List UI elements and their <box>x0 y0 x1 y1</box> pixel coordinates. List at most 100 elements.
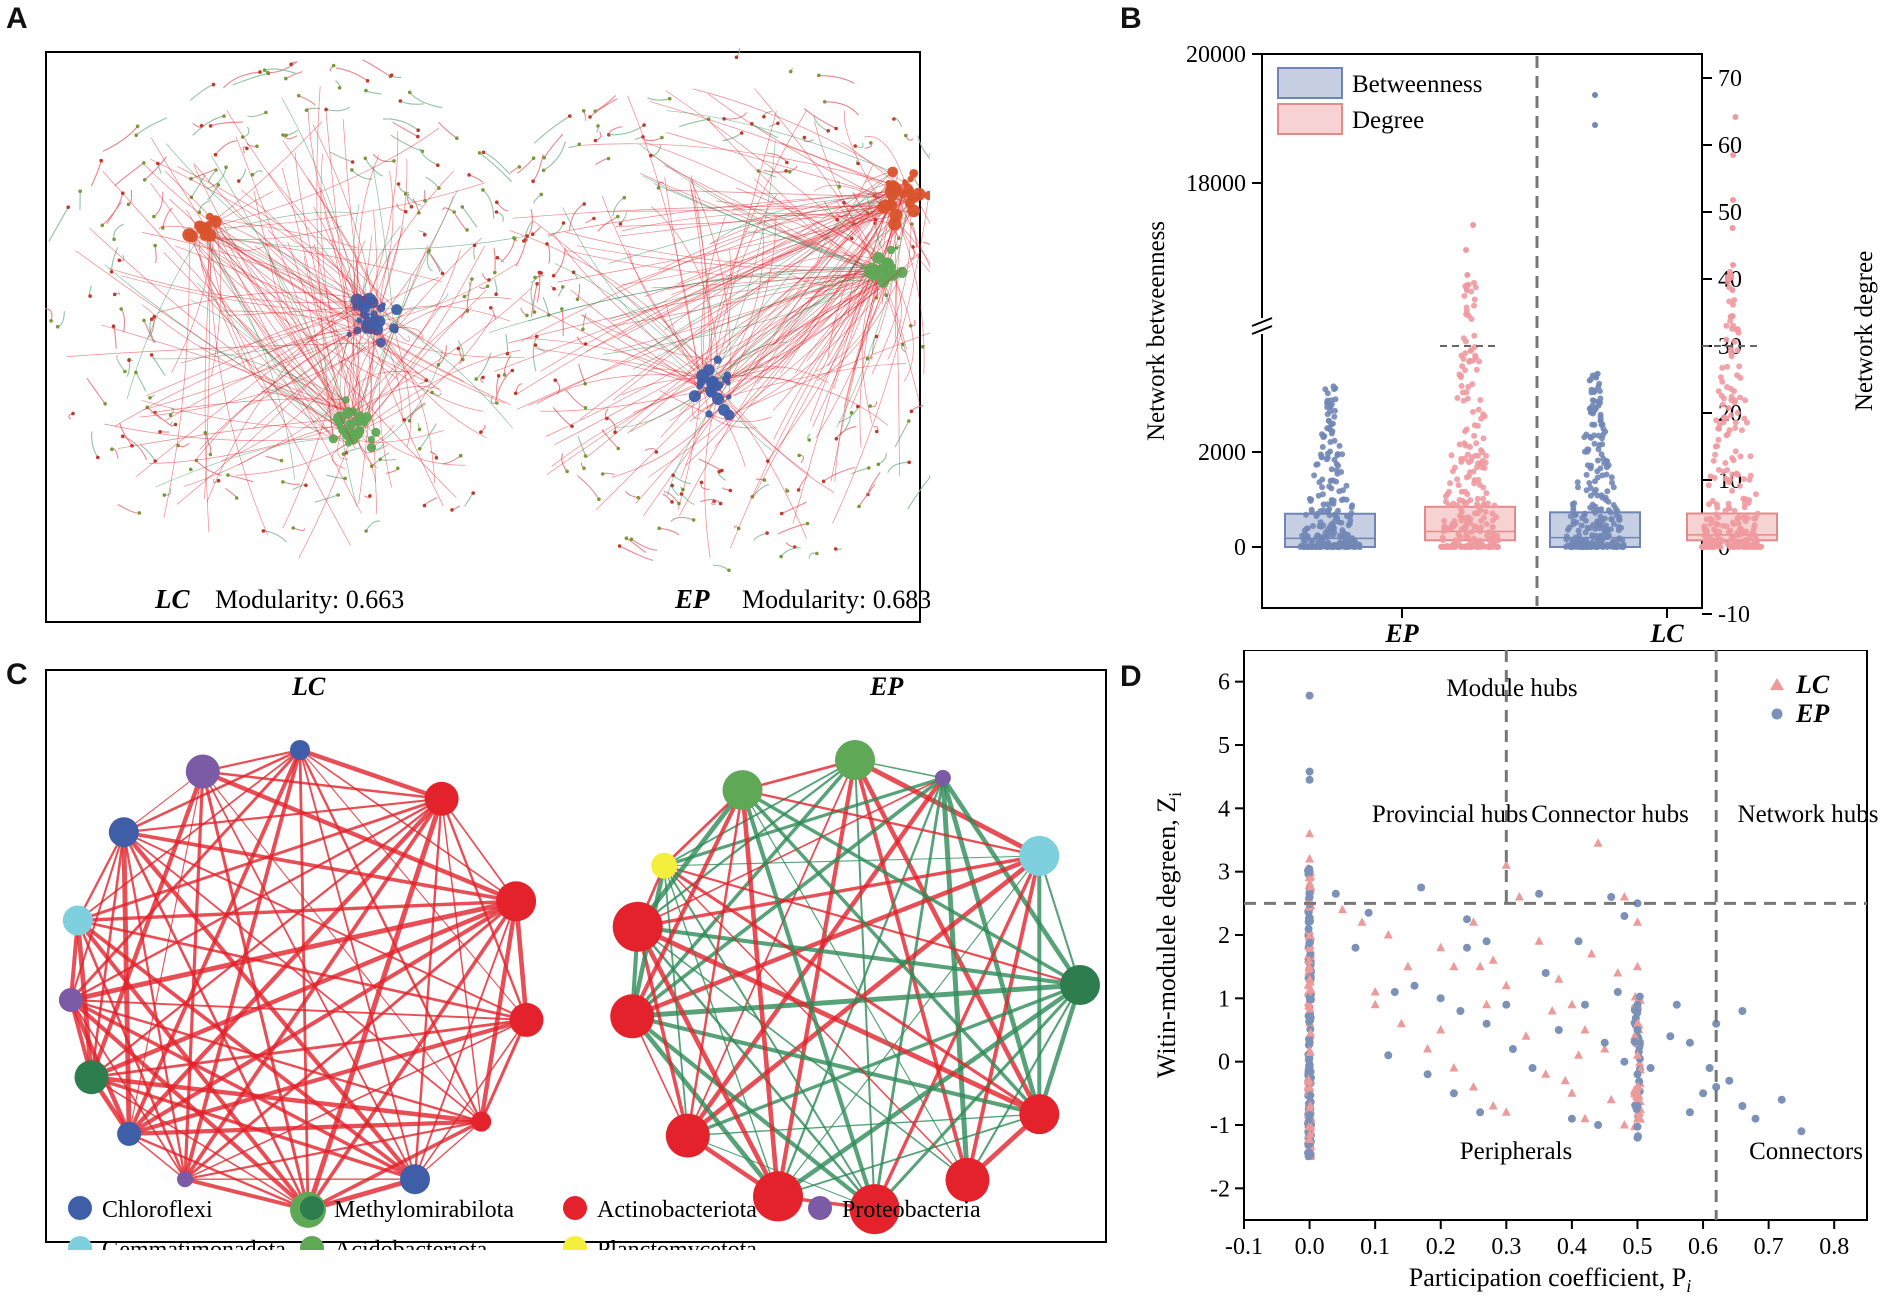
network-node <box>568 114 572 118</box>
network-edge <box>530 281 536 313</box>
network-node <box>593 138 598 143</box>
network-edge <box>365 90 382 95</box>
network-node <box>149 317 154 322</box>
lc-point <box>1501 860 1511 869</box>
network-edge <box>666 132 910 204</box>
network-node <box>455 136 459 140</box>
betweenness-point <box>1601 528 1608 535</box>
network-node <box>103 402 107 406</box>
network-edge <box>215 218 425 342</box>
lc-point <box>1619 892 1629 901</box>
network-edge <box>287 241 334 439</box>
betweenness-point <box>1598 506 1605 513</box>
degree-point <box>1491 543 1497 550</box>
ep-point <box>1594 1121 1603 1129</box>
legend-degree-swatch <box>1277 103 1343 135</box>
network-node <box>78 189 82 193</box>
degree-point <box>1720 395 1727 402</box>
network-edge <box>530 283 538 318</box>
network-node <box>336 493 340 497</box>
panel-c: C LC EP Chloroflexi Methylomirabilota Acti… <box>0 650 1110 1250</box>
network-node <box>588 115 592 119</box>
outlier-point <box>1730 197 1737 203</box>
network-edge <box>457 348 462 365</box>
degree-point <box>1713 417 1720 424</box>
betweenness-point <box>1582 529 1589 536</box>
network-edge <box>512 205 884 219</box>
axis-break-mark <box>1251 325 1273 335</box>
network-node <box>762 114 766 119</box>
degree-point <box>1725 275 1732 282</box>
network-node <box>296 93 301 98</box>
degree-point <box>1463 543 1470 550</box>
legend-swatch <box>68 1196 92 1220</box>
betweenness-point <box>1324 390 1331 397</box>
right-tick-label: 60 <box>1718 133 1742 159</box>
degree-point <box>1463 426 1470 433</box>
network-edge <box>150 398 346 414</box>
phylum-edge <box>202 771 416 1180</box>
network-edge <box>379 458 397 461</box>
network-edge <box>442 455 461 465</box>
network-edge <box>603 274 892 355</box>
network-edge <box>203 236 296 480</box>
x-tick-label: 0.1 <box>1360 1234 1390 1260</box>
hub-node <box>713 355 722 364</box>
betweenness-point <box>1586 480 1593 486</box>
network-edge <box>570 289 719 400</box>
phylum-node <box>835 740 875 780</box>
lc-point <box>1305 828 1315 838</box>
phylum-edge <box>630 1014 780 1198</box>
degree-point <box>1733 531 1740 538</box>
network-edge <box>685 181 905 466</box>
network-node <box>226 473 230 477</box>
network-node <box>479 430 483 434</box>
network-edge <box>268 173 397 310</box>
network-edge <box>601 358 709 390</box>
network-edge <box>751 123 779 139</box>
network-node <box>537 270 542 275</box>
network-edge <box>664 165 871 273</box>
degree-point <box>1456 497 1463 503</box>
network-node <box>551 273 556 278</box>
betweenness-point <box>1324 425 1331 432</box>
network-node <box>389 73 394 77</box>
degree-point <box>1724 467 1731 473</box>
hub-node <box>924 190 930 201</box>
network-node <box>119 307 123 311</box>
network-node <box>857 504 861 509</box>
network-node <box>797 453 801 458</box>
network-edge <box>150 182 353 437</box>
ep-point <box>1305 893 1314 901</box>
phylum-node <box>117 1121 142 1146</box>
network-node <box>396 466 400 471</box>
lc-point <box>1305 1047 1315 1057</box>
phylum-edge <box>89 770 205 1078</box>
degree-point <box>1449 520 1456 527</box>
network-edge <box>126 359 131 377</box>
betweenness-point <box>1348 510 1355 517</box>
panel-b: B 20000 18000 2000 0 Network betweenness… <box>1120 0 1901 650</box>
x-tick-label: 0.4 <box>1557 1234 1587 1260</box>
lc-point <box>1449 961 1459 971</box>
phylum-edge <box>635 925 781 1198</box>
phylum-edge <box>298 749 310 1210</box>
degree-point <box>1725 505 1732 512</box>
network-edge <box>581 314 718 361</box>
network-edge <box>681 493 695 505</box>
network-edge <box>188 234 351 546</box>
degree-point <box>1734 471 1741 478</box>
network-edge <box>580 143 889 184</box>
phylum-node <box>74 1060 109 1095</box>
network-edge <box>665 303 730 416</box>
network-edge <box>419 148 439 166</box>
network-edge <box>282 334 350 529</box>
network-edge <box>554 267 864 445</box>
betweenness-point <box>1332 385 1339 392</box>
network-edge <box>265 455 282 462</box>
degree-point <box>1711 526 1717 533</box>
network-node <box>365 79 370 83</box>
degree-point <box>1722 460 1729 466</box>
network-node <box>739 131 744 135</box>
ep-point <box>1417 883 1426 892</box>
